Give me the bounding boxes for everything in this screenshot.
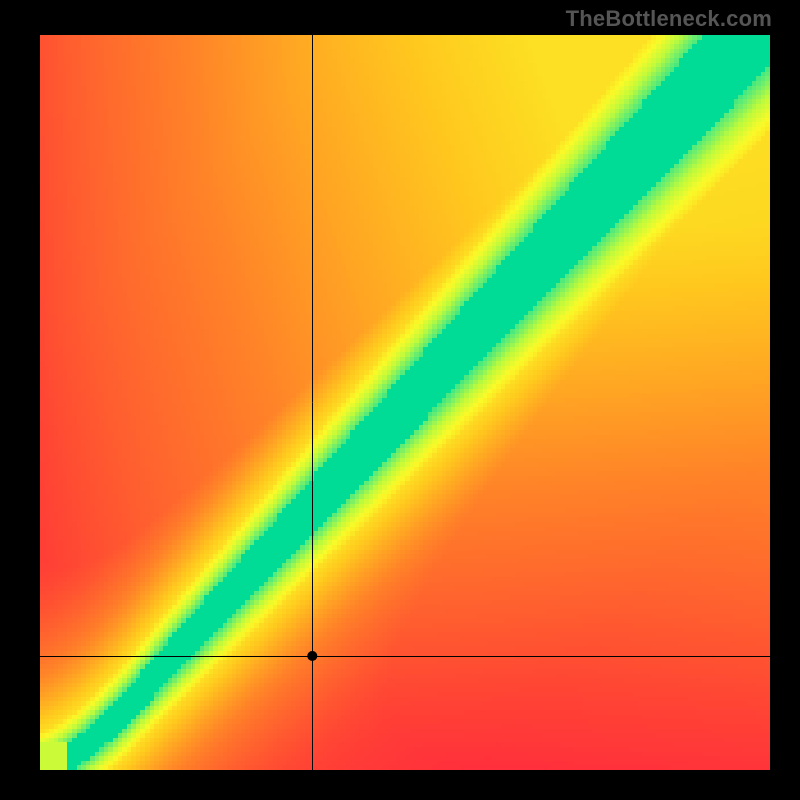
watermark-text: TheBottleneck.com: [566, 6, 772, 32]
bottleneck-heatmap: [40, 35, 770, 770]
chart-frame: { "meta": { "watermark": "TheBottleneck.…: [0, 0, 800, 800]
